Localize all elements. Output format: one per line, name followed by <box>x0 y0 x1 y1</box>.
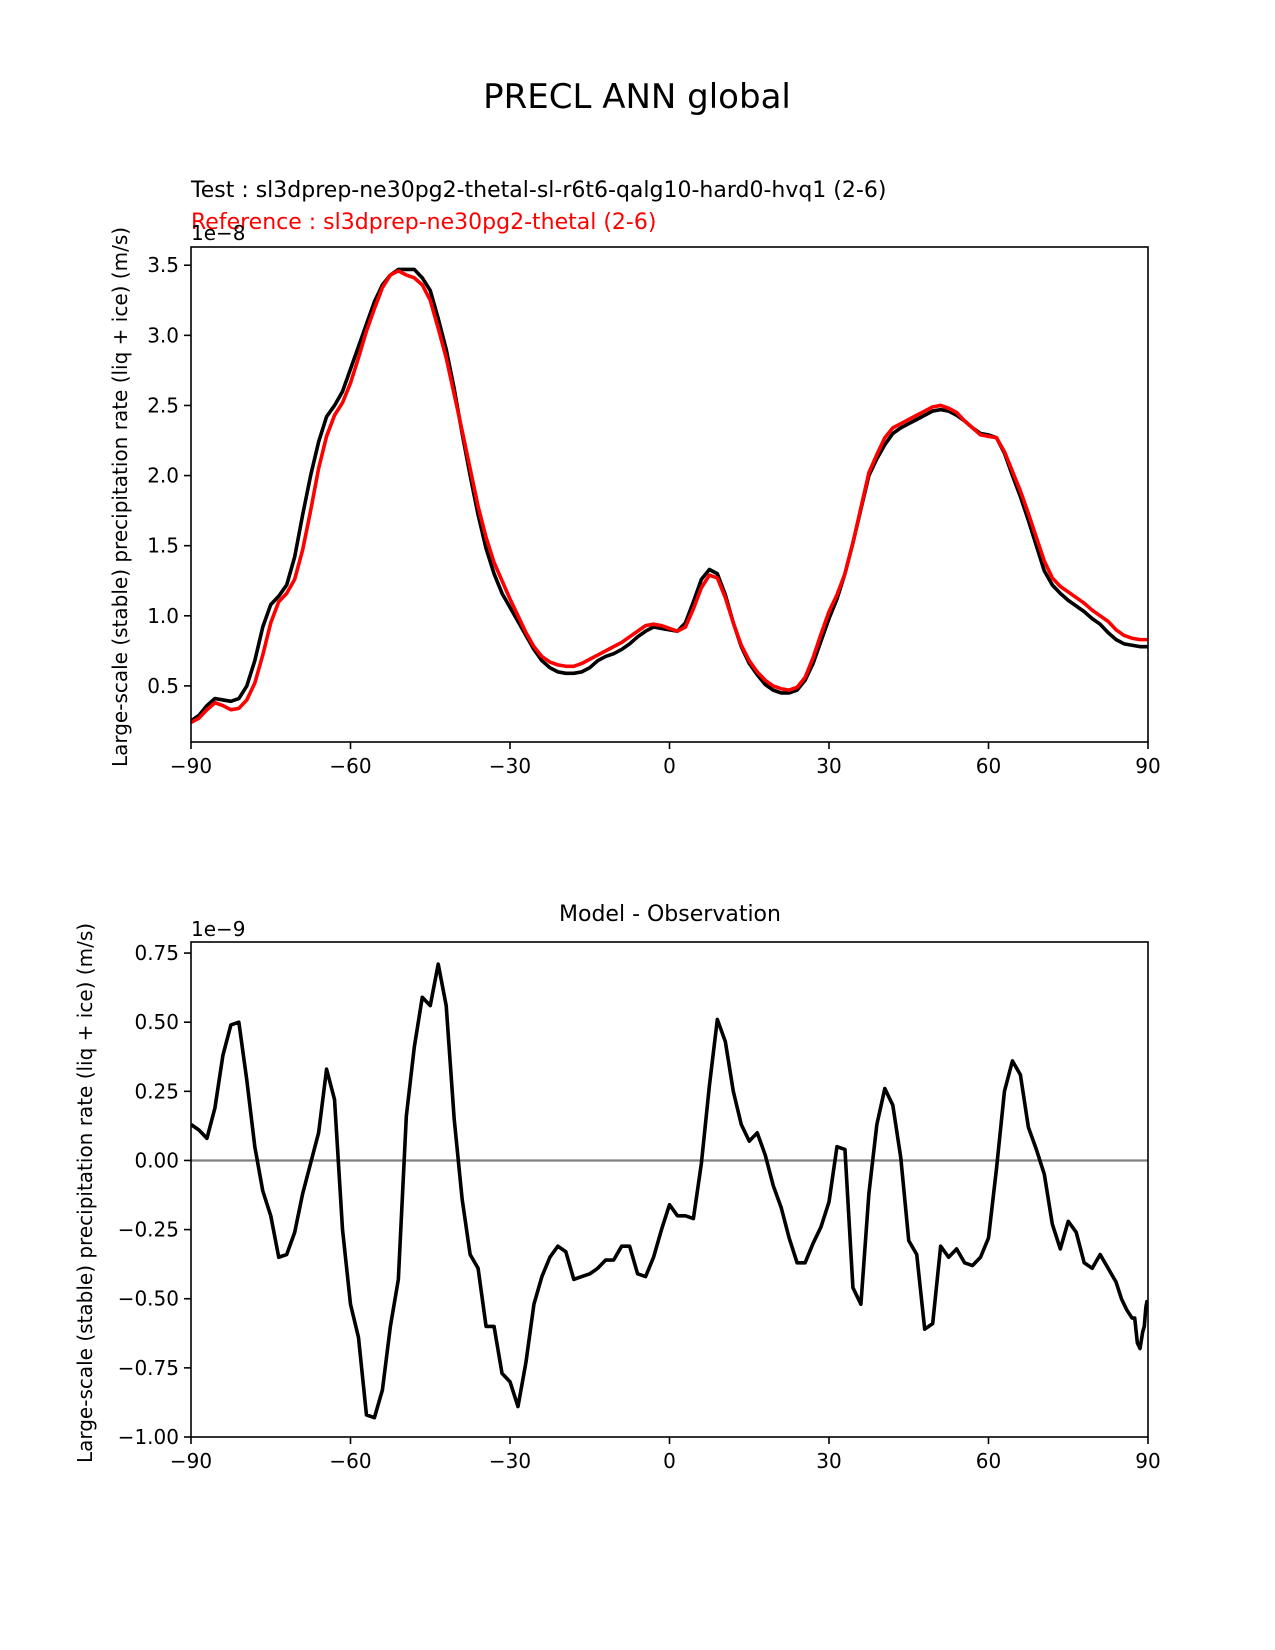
top-y-tick-label: 1.0 <box>147 604 179 628</box>
bottom-y-tick-label: 0.00 <box>134 1148 179 1172</box>
top-y-tick-label: 2.5 <box>147 393 179 417</box>
top-x-tick-label: −30 <box>489 754 531 778</box>
bottom-x-tick-label: 90 <box>1135 1449 1160 1473</box>
bottom-y-tick-label: −0.75 <box>118 1356 179 1380</box>
bottom-x-tick-label: 60 <box>976 1449 1001 1473</box>
top-y-tick-label: 1.5 <box>147 534 179 558</box>
reference-label: Reference : sl3dprep-ne30pg2-thetal (2-6… <box>191 210 656 235</box>
top-offset-text: 1e−8 <box>191 221 246 245</box>
top-x-tick-label: 60 <box>976 754 1001 778</box>
top-x-tick-label: 30 <box>816 754 841 778</box>
chart-bottom: Model - Observation 1e−9 Large-scale (st… <box>73 902 1161 1473</box>
top-x-tick-label: −90 <box>170 754 212 778</box>
top-axes-frame <box>190 246 1149 743</box>
top-x-tick-label: 90 <box>1135 754 1160 778</box>
bottom-chart-title: Model - Observation <box>559 902 781 927</box>
bottom-series-line-test <box>191 962 1148 1420</box>
bottom-y-axis-label: Large-scale (stable) precipitation rate … <box>73 923 97 1463</box>
top-series-line-reference <box>191 269 1148 724</box>
figure-title: PRECL ANN global <box>483 77 791 117</box>
top-y-tick-label: 3.5 <box>147 253 179 277</box>
bottom-y-tick-label: −1.00 <box>118 1425 179 1449</box>
top-y-tick-label: 3.0 <box>147 323 179 347</box>
bottom-x-tick-label: −90 <box>170 1449 212 1473</box>
bottom-y-tick-label: 0.75 <box>134 941 179 965</box>
bottom-x-tick-label: 30 <box>816 1449 841 1473</box>
bottom-x-tick-label: −60 <box>329 1449 371 1473</box>
bottom-x-tick-label: 0 <box>663 1449 676 1473</box>
bottom-y-tick-label: 0.25 <box>134 1079 179 1103</box>
bottom-offset-text: 1e−9 <box>191 917 246 941</box>
top-y-axis-label: Large-scale (stable) precipitation rate … <box>108 227 132 767</box>
bottom-axes-frame <box>190 941 1149 1438</box>
bottom-x-tick-label: −30 <box>489 1449 531 1473</box>
top-x-tick-label: −60 <box>329 754 371 778</box>
top-series-line-test <box>191 267 1148 723</box>
bottom-y-tick-label: −0.25 <box>118 1218 179 1242</box>
bottom-y-tick-label: −0.50 <box>118 1287 179 1311</box>
test-label: Test : sl3dprep-ne30pg2-thetal-sl-r6t6-q… <box>190 178 886 203</box>
top-x-tick-label: 0 <box>663 754 676 778</box>
bottom-y-tick-label: 0.50 <box>134 1010 179 1034</box>
top-y-tick-label: 2.0 <box>147 464 179 488</box>
chart-top: 1e−8 Large-scale (stable) precipitation … <box>108 221 1161 778</box>
top-y-tick-label: 0.5 <box>147 674 179 698</box>
